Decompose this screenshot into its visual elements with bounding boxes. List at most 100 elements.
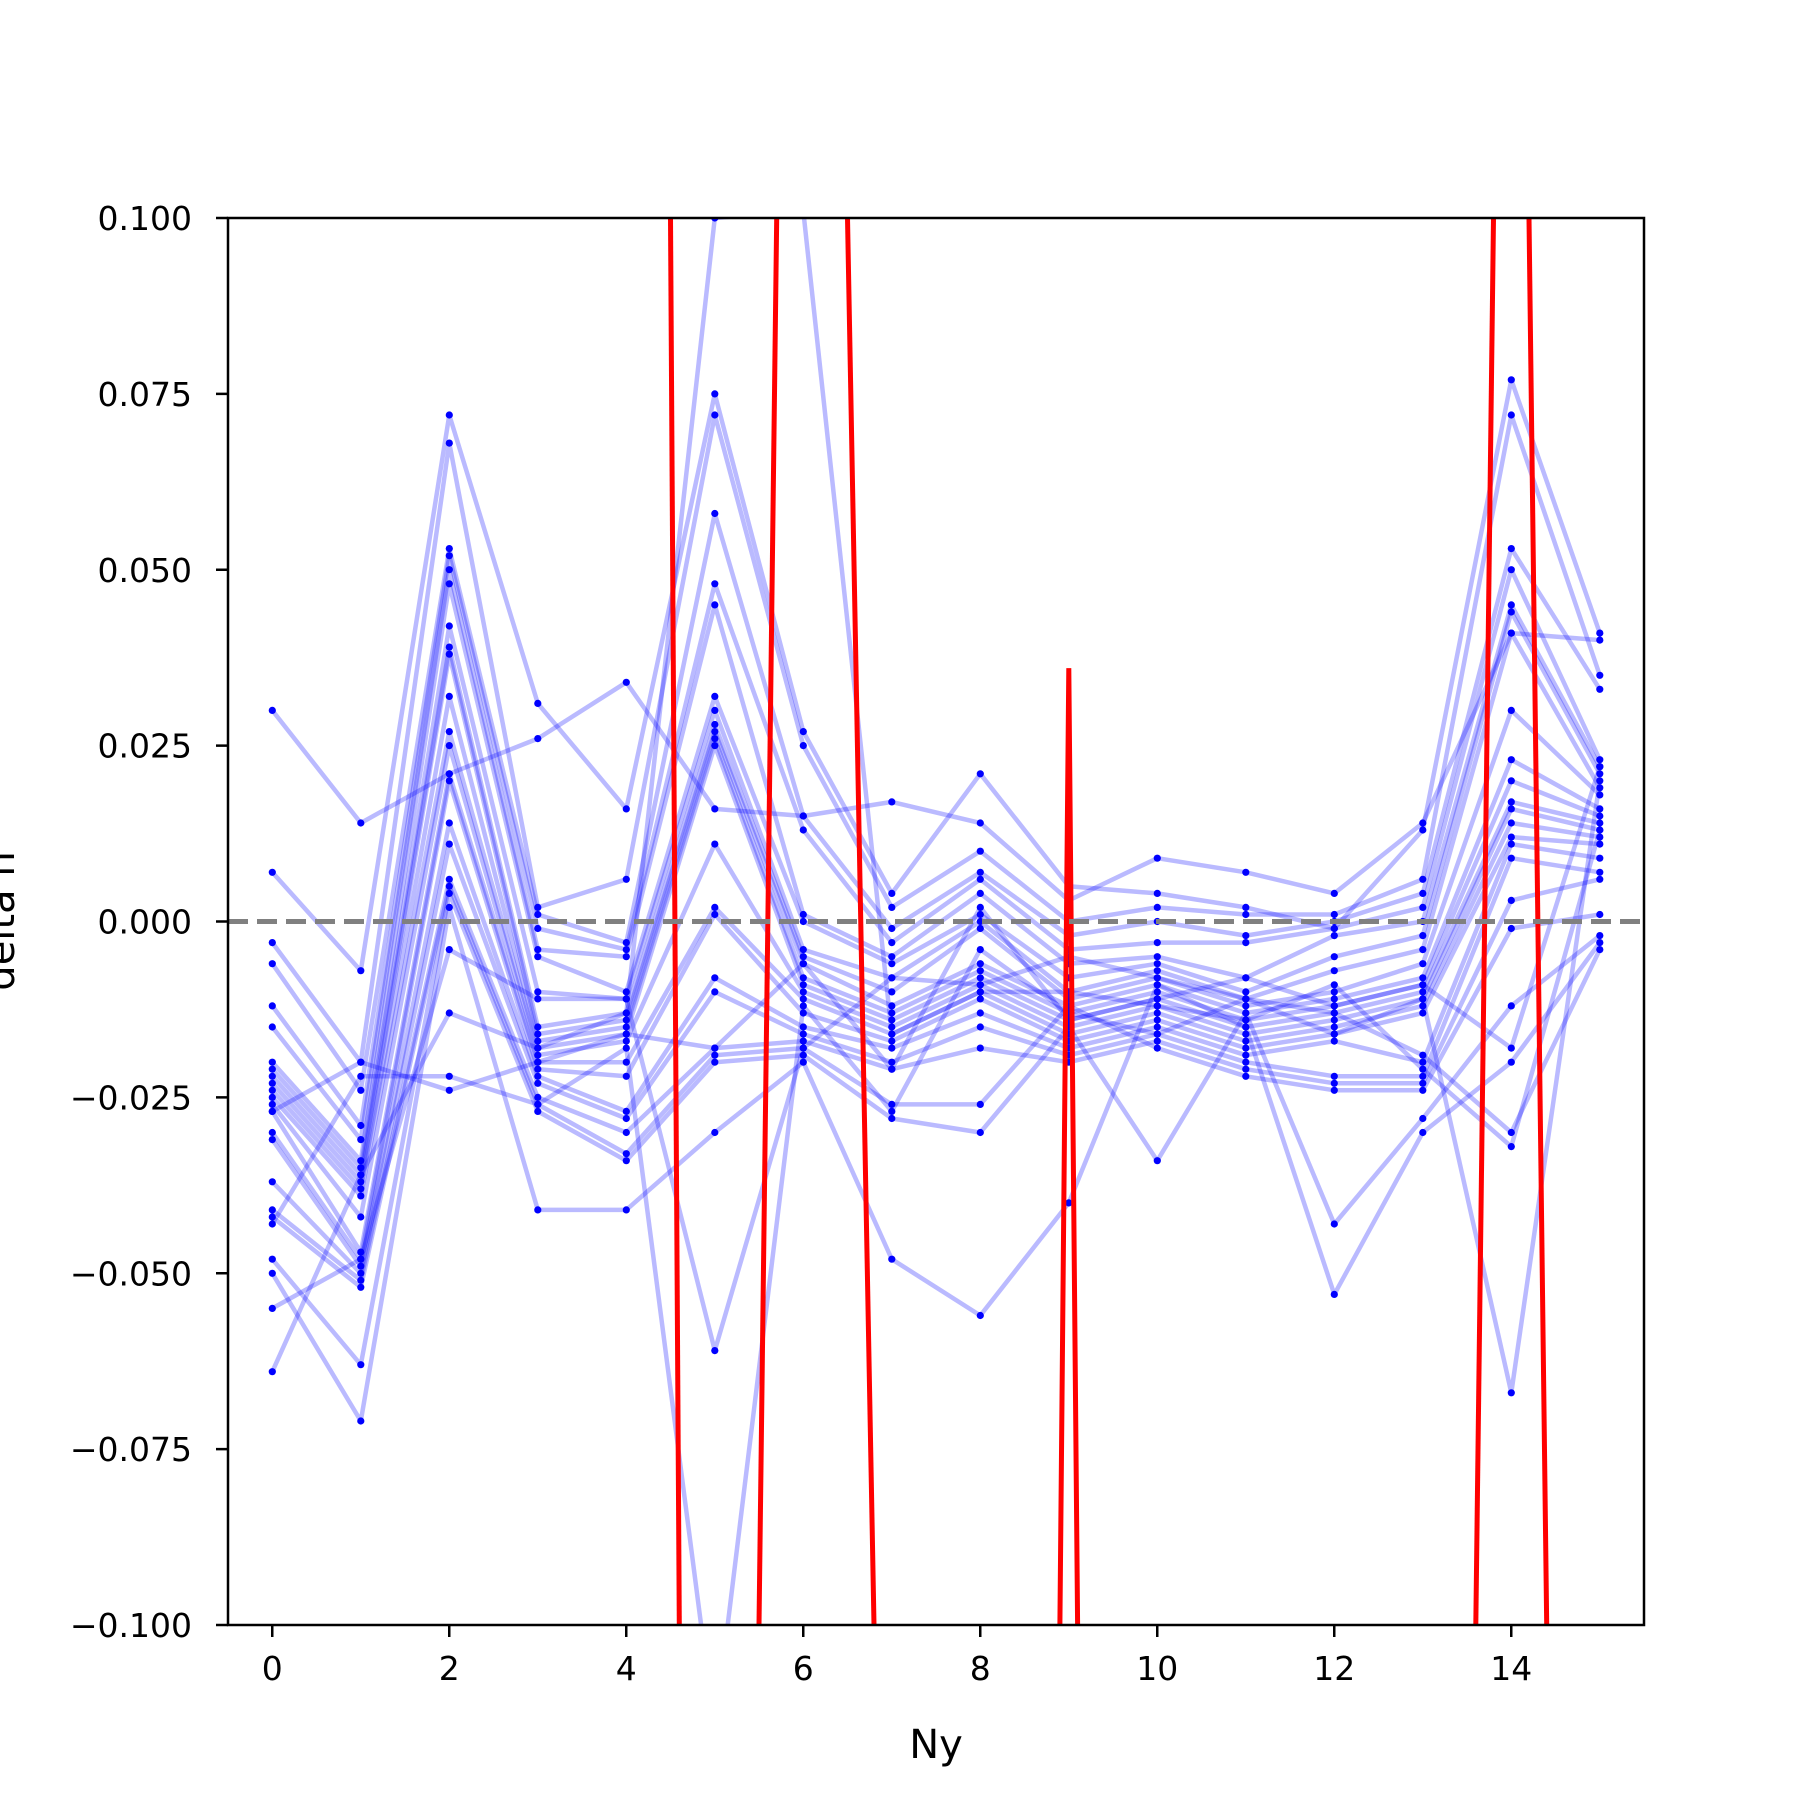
- data-point: [1330, 1072, 1338, 1080]
- data-point: [799, 1002, 807, 1010]
- data-point: [888, 939, 896, 947]
- data-point: [1507, 840, 1515, 848]
- data-point: [1153, 939, 1161, 947]
- data-point: [534, 924, 542, 933]
- data-point: [1153, 967, 1161, 975]
- data-point: [799, 974, 807, 982]
- data-point: [888, 1023, 896, 1031]
- data-point: [1419, 903, 1427, 912]
- data-point: [976, 988, 984, 996]
- data-point: [1507, 566, 1515, 574]
- data-point: [268, 1206, 276, 1214]
- data-point: [1242, 988, 1250, 996]
- y-tick-label: 0.000: [98, 903, 192, 942]
- data-point: [268, 1255, 276, 1263]
- data-point: [976, 903, 984, 912]
- data-point: [1242, 1009, 1250, 1017]
- data-point: [976, 1009, 984, 1017]
- x-tick-label: 0: [262, 1649, 283, 1688]
- series-line-12: [270, 729, 1601, 1199]
- data-point: [268, 1058, 276, 1066]
- data-point: [1242, 939, 1250, 947]
- data-point: [1330, 1016, 1338, 1024]
- series-layer: [268, 218, 1604, 1625]
- data-point: [622, 1044, 630, 1052]
- series-line-24: [270, 780, 1603, 1625]
- data-point: [1330, 1030, 1338, 1038]
- data-point: [976, 868, 984, 876]
- series-line-20: [270, 891, 1602, 1367]
- data-point: [711, 805, 719, 813]
- data-point: [888, 988, 896, 996]
- series-line-15: [270, 778, 1600, 1262]
- data-point: [357, 967, 365, 975]
- data-point: [534, 995, 542, 1003]
- data-point: [445, 882, 453, 890]
- data-point: [1153, 1016, 1161, 1024]
- series-line-10: [270, 651, 1601, 1185]
- series-line-18: [270, 877, 1601, 1283]
- data-point: [357, 1248, 365, 1256]
- data-point: [534, 953, 542, 961]
- data-point: [1153, 1037, 1161, 1045]
- series-line-1: [270, 630, 1600, 903]
- data-point: [1507, 629, 1515, 637]
- data-point: [888, 1044, 896, 1052]
- data-point: [622, 946, 630, 954]
- data-point: [1507, 805, 1515, 813]
- data-point: [445, 439, 453, 447]
- data-point: [1596, 854, 1604, 862]
- data-point: [799, 1051, 807, 1059]
- data-point: [1507, 819, 1515, 827]
- data-point: [711, 1044, 719, 1052]
- data-point: [1242, 868, 1250, 876]
- data-point: [534, 1065, 542, 1073]
- data-point: [445, 552, 453, 560]
- y-tick-label: 0.075: [98, 375, 192, 414]
- data-point: [976, 967, 984, 975]
- data-point: [799, 960, 807, 968]
- data-point: [976, 770, 984, 778]
- data-point: [888, 1016, 896, 1024]
- data-point: [445, 819, 453, 827]
- data-point: [622, 1023, 630, 1031]
- data-point: [1242, 1030, 1250, 1038]
- y-axis: −0.100 −0.075 −0.050 −0.025 0.000 0.025 0.050 0…: [70, 199, 228, 1645]
- data-point: [445, 545, 453, 553]
- data-point: [1507, 1044, 1515, 1052]
- data-point: [445, 1009, 453, 1017]
- data-point: [1330, 981, 1338, 989]
- data-point: [799, 826, 807, 834]
- x-axis: 0 2 4 6 8 10 12 14: [262, 1625, 1532, 1688]
- data-point: [534, 988, 542, 996]
- data-point: [268, 1086, 276, 1094]
- data-point: [1419, 946, 1427, 954]
- data-point: [711, 742, 719, 750]
- data-point: [268, 1128, 276, 1137]
- data-point: [622, 1009, 630, 1017]
- data-point: [1596, 636, 1604, 644]
- data-point: [1507, 798, 1515, 806]
- data-point: [799, 981, 807, 989]
- data-point: [1153, 953, 1161, 961]
- data-point: [445, 903, 453, 912]
- data-point: [357, 1283, 365, 1291]
- data-point: [622, 875, 630, 883]
- x-tick-label: 14: [1490, 1649, 1532, 1688]
- data-point: [976, 1128, 984, 1137]
- data-point: [711, 735, 719, 743]
- data-point: [622, 678, 630, 686]
- data-point: [711, 988, 719, 996]
- data-point: [1419, 1058, 1427, 1066]
- data-point: [622, 1072, 630, 1080]
- data-point: [1596, 826, 1604, 834]
- data-point: [799, 728, 807, 736]
- x-tick-label: 2: [439, 1649, 460, 1688]
- data-point: [622, 1058, 630, 1066]
- data-point: [445, 770, 453, 778]
- data-point: [1242, 1002, 1250, 1010]
- data-point: [445, 1072, 453, 1080]
- data-point: [445, 650, 453, 658]
- data-point: [1242, 1058, 1250, 1066]
- data-point: [799, 988, 807, 996]
